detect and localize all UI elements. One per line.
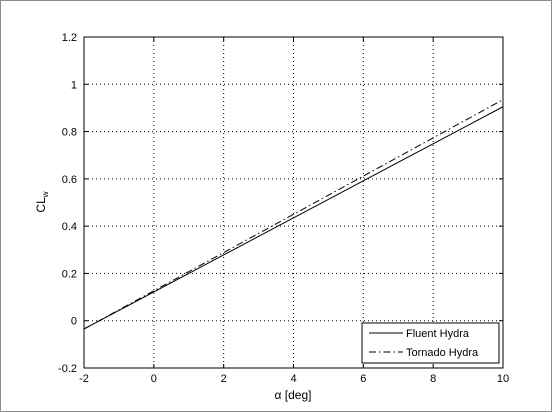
y-tick-label: 0.6 (62, 174, 77, 186)
series-line-tornado-hydra (83, 99, 504, 330)
y-tick-label: -0.2 (58, 363, 77, 375)
y-tick-label: 0.8 (62, 127, 77, 139)
x-tick-label: 2 (221, 373, 227, 385)
legend-label-tornado-hydra: Tornado Hydra (406, 347, 479, 359)
x-tick-label: 10 (497, 373, 509, 385)
tick-labels: -2 0 2 4 6 8 10 -0.2 0 0.2 0.4 0.6 0.8 1 1.2 (58, 32, 509, 385)
x-axis-label: α [deg] (275, 388, 312, 402)
legend-label-fluent-hydra: Fluent Hydra (406, 328, 470, 340)
y-axis-label-subscript: w (41, 191, 50, 198)
y-tick-label: 0.2 (62, 268, 77, 280)
legend-box (361, 322, 500, 364)
series-lines (83, 99, 504, 330)
y-tick-label: 1 (71, 79, 77, 91)
y-axis-label-main: CL (34, 197, 48, 213)
y-tick-label: 0.4 (62, 221, 77, 233)
x-tick-label: 0 (151, 373, 157, 385)
y-axis-label: CLw (34, 191, 50, 212)
plot-background (84, 37, 503, 368)
y-tick-label: 1.2 (62, 32, 77, 44)
x-tick-label: -2 (79, 373, 89, 385)
axis-ticks (83, 36, 504, 369)
legend: Fluent Hydra Tornado Hydra (361, 322, 500, 364)
x-tick-label: 8 (430, 373, 436, 385)
x-tick-label: 4 (290, 373, 296, 385)
series-line-fluent-hydra (83, 106, 504, 330)
y-tick-label: 0 (71, 316, 77, 328)
x-tick-label: 6 (360, 373, 366, 385)
